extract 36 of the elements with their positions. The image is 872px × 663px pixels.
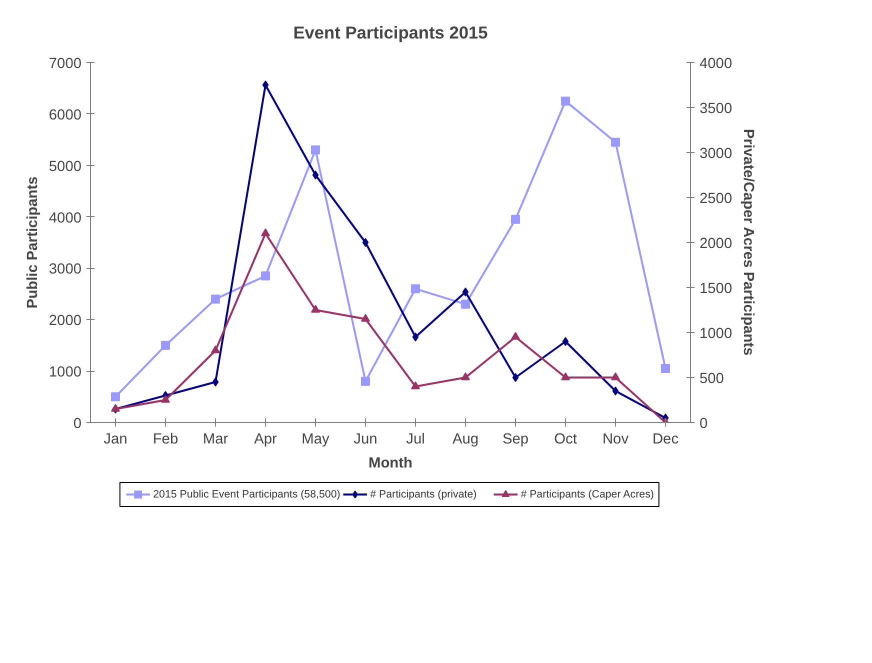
legend-label: # Participants (Caper Acres)	[520, 488, 654, 500]
y2-tick-label: 1500	[700, 281, 732, 297]
y-tick-label: 7000	[48, 56, 82, 72]
y2-tick-label: 2000	[700, 236, 732, 252]
x-tick-label: Aug	[452, 432, 479, 448]
y-tick-label: 1000	[48, 364, 82, 381]
y-tick-label: 2000	[48, 313, 82, 330]
y-tick-label: 5000	[48, 158, 82, 175]
y2-tick-label: 2500	[700, 191, 732, 207]
x-tick-label: Nov	[602, 432, 630, 448]
y2-tick-label: 4000	[700, 56, 732, 72]
x-tick-label: Jun	[354, 432, 378, 448]
y-tick-label: 0	[73, 416, 82, 432]
y2-tick-label: 3500	[700, 101, 732, 117]
x-tick-label: Dec	[652, 432, 679, 448]
x-tick-label: Jan	[104, 432, 128, 448]
x-tick-label: Apr	[254, 432, 278, 448]
x-tick-label: May	[302, 432, 330, 448]
legend-label: # Participants (private)	[370, 488, 477, 500]
x-tick-label: Oct	[554, 432, 577, 448]
y-tick-label: 4000	[48, 210, 82, 226]
y2-tick-label: 3000	[700, 146, 732, 162]
y2-tick-label: 1000	[700, 326, 732, 342]
legend-label: 2015 Public Event Participants (58,500)	[153, 488, 340, 500]
x-tick-label: Sep	[502, 432, 529, 448]
x-tick-label: Feb	[152, 432, 178, 448]
y-tick-label: 3000	[48, 262, 82, 278]
y2-tick-label: 0	[700, 416, 708, 432]
y-tick-label: 6000	[48, 107, 82, 124]
y2-tick-label: 500	[700, 371, 724, 387]
x-axis-title: Month	[368, 456, 413, 472]
x-tick-label: Jul	[406, 432, 425, 448]
y2-axis-title: Private/Caper Acres Participants	[740, 128, 756, 356]
chart-title: Event Participants 2015	[293, 22, 488, 42]
y-axis-title: Public Participants	[24, 176, 41, 308]
x-tick-label: Mar	[202, 432, 228, 448]
